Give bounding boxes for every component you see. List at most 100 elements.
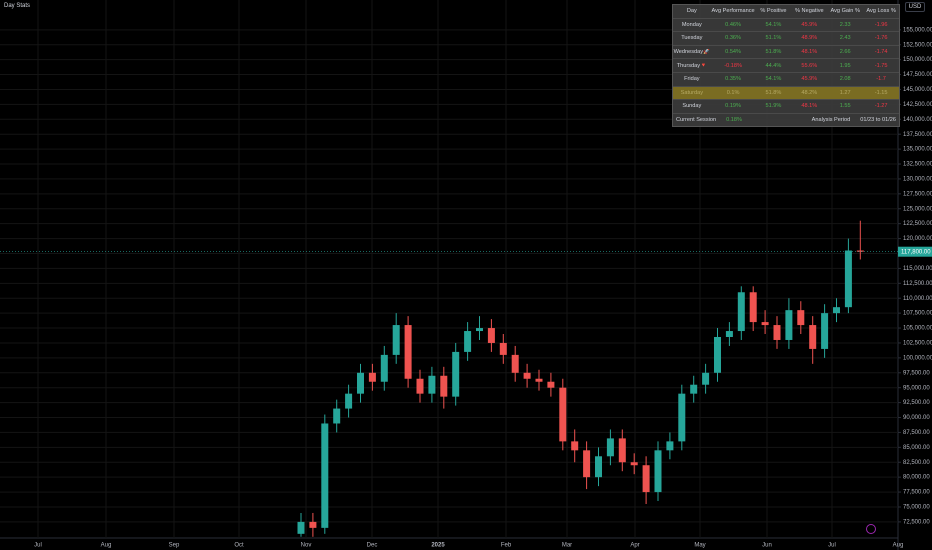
candle-body [595, 456, 602, 478]
y-tick-label: 135,000.00 [903, 147, 932, 153]
table-cell: 51.9% [765, 103, 782, 110]
table-row: Monday 0.46% 54.1% 45.9% 2.33 -1.96 [673, 19, 899, 33]
candle-body [297, 521, 305, 534]
y-tick-label: 92,500.00 [903, 400, 930, 406]
table-cell: 0.54% [725, 49, 742, 56]
table-footer: Current Session 0.18% Analysis Period 01/23… [673, 114, 899, 126]
candle-body [571, 441, 579, 451]
candle-body [380, 354, 388, 382]
table-row: Sunday 0.19% 51.9% 48.1% 1.55 -1.27 [673, 100, 899, 114]
candle-body [321, 423, 329, 528]
table-cell: 44.4% [765, 62, 782, 69]
table-cell: -1.27 [874, 103, 888, 110]
y-tick-label: 110,000.00 [903, 296, 932, 302]
y-tick-label: 82,500.00 [903, 460, 930, 466]
y-tick-label: 102,500.00 [903, 341, 932, 347]
y-tick-label: 142,500.00 [903, 102, 932, 108]
candle-body [428, 375, 436, 394]
candle-body [809, 325, 817, 349]
x-tick-label: Aug [101, 543, 112, 549]
candle-body [487, 328, 495, 343]
candle-body [547, 381, 555, 388]
candle-body [654, 450, 662, 493]
table-cell: 0.19% [725, 103, 742, 110]
table-cell: 51.8% [765, 89, 782, 96]
table-cell: Thursday🔻 [676, 62, 707, 69]
candle-body [535, 378, 543, 382]
table-cell: Friday [684, 76, 700, 83]
table-cell: Sunday [682, 103, 702, 110]
footer-cell: 01/23 to 01/26 [860, 116, 896, 123]
labels: 72,500.00 75,000.00 77,500.00 80,000.00 82,5… [34, 27, 932, 549]
header-cell: % Negative [795, 8, 824, 15]
table-cell: Monday [681, 21, 702, 28]
currency[interactable]: USD [898, 0, 932, 14]
footer-cell: Current Session [676, 116, 717, 123]
y-tick-label: 112,500.00 [903, 281, 932, 287]
table-cell: 45.9% [801, 21, 818, 28]
y-tick-label: 75,000.00 [903, 505, 930, 511]
candle-body [678, 393, 686, 442]
candle-body [511, 354, 519, 373]
header-cell: Avg Loss % [866, 8, 896, 15]
candle-body [523, 372, 531, 379]
candle-body [440, 375, 448, 397]
candle-body [476, 328, 483, 332]
table-cell: 51.1% [765, 35, 782, 42]
x-tick-label: Sep [169, 543, 180, 549]
candle-body [844, 250, 852, 308]
footer-cell: 0.18% [726, 116, 742, 123]
table-cell: 2.66 [839, 49, 851, 56]
candle-body [797, 310, 805, 326]
y-tick-label: 147,500.00 [903, 72, 932, 78]
table-header: Day Avg Performance % Positive % Negative Av… [673, 5, 899, 19]
y-tick-label: 87,500.00 [903, 430, 930, 436]
x-tick-label: Jul [34, 543, 42, 549]
table-cell: Saturday [680, 89, 704, 96]
header-cell: Day [686, 8, 697, 15]
table-cell: -1.96 [874, 21, 888, 28]
candle-body [749, 292, 757, 323]
candle-body [833, 307, 840, 314]
candle-body [856, 250, 864, 252]
indicator-name: Day Stats [4, 3, 31, 9]
table-cell: 0.35% [725, 76, 742, 83]
candle-body [630, 462, 638, 466]
price-axis [898, 0, 932, 550]
table-row: Friday 0.35% 54.1% 45.9% 2.08 -1.7 [673, 73, 899, 87]
y-tick-label: 72,500.00 [903, 519, 930, 525]
y-tick-label: 152,500.00 [903, 42, 932, 48]
table-cell: -0.18% [724, 62, 742, 69]
y-tick-label: 150,000.00 [903, 57, 932, 63]
y-tick-label: 125,000.00 [903, 206, 932, 212]
candle-body [357, 372, 364, 394]
currency-label[interactable]: USD [904, 2, 926, 12]
y-tick-label: 77,500.00 [903, 490, 930, 496]
table-cell: 2.43 [839, 35, 851, 42]
table-cell: 55.6% [801, 62, 818, 69]
y-tick-label: 115,000.00 [903, 266, 932, 272]
table-cell: 0.1% [726, 89, 740, 96]
table-cell: -1.7 [876, 76, 886, 83]
table-row: Saturday 0.1% 51.8% 48.2% 1.27 -1.15 [673, 86, 899, 101]
candle-body [821, 313, 829, 349]
table-cell: 2.33 [839, 21, 851, 28]
candle-body [606, 438, 614, 457]
y-tick-label: 155,000.00 [903, 27, 932, 33]
y-tick-label: 90,000.00 [903, 415, 930, 421]
x-tick-label: Dec [367, 543, 378, 549]
table-cell: 45.9% [801, 76, 818, 83]
y-tick-label: 80,000.00 [903, 475, 930, 481]
stats-table: Day Avg Performance % Positive % Negative Av… [672, 4, 900, 127]
table-cell: 48.1% [801, 49, 818, 56]
header-cell: Avg Performance [711, 8, 755, 15]
candle-body [452, 351, 460, 397]
y-tick-label: 105,000.00 [903, 326, 932, 332]
header-cell: Avg Gain % [830, 8, 860, 15]
table-cell: -1.75 [874, 62, 888, 69]
candles [0, 220, 898, 537]
candle-body [333, 408, 341, 424]
y-tick-label: 85,000.00 [903, 445, 930, 451]
table-cell: 2.08 [839, 76, 851, 83]
